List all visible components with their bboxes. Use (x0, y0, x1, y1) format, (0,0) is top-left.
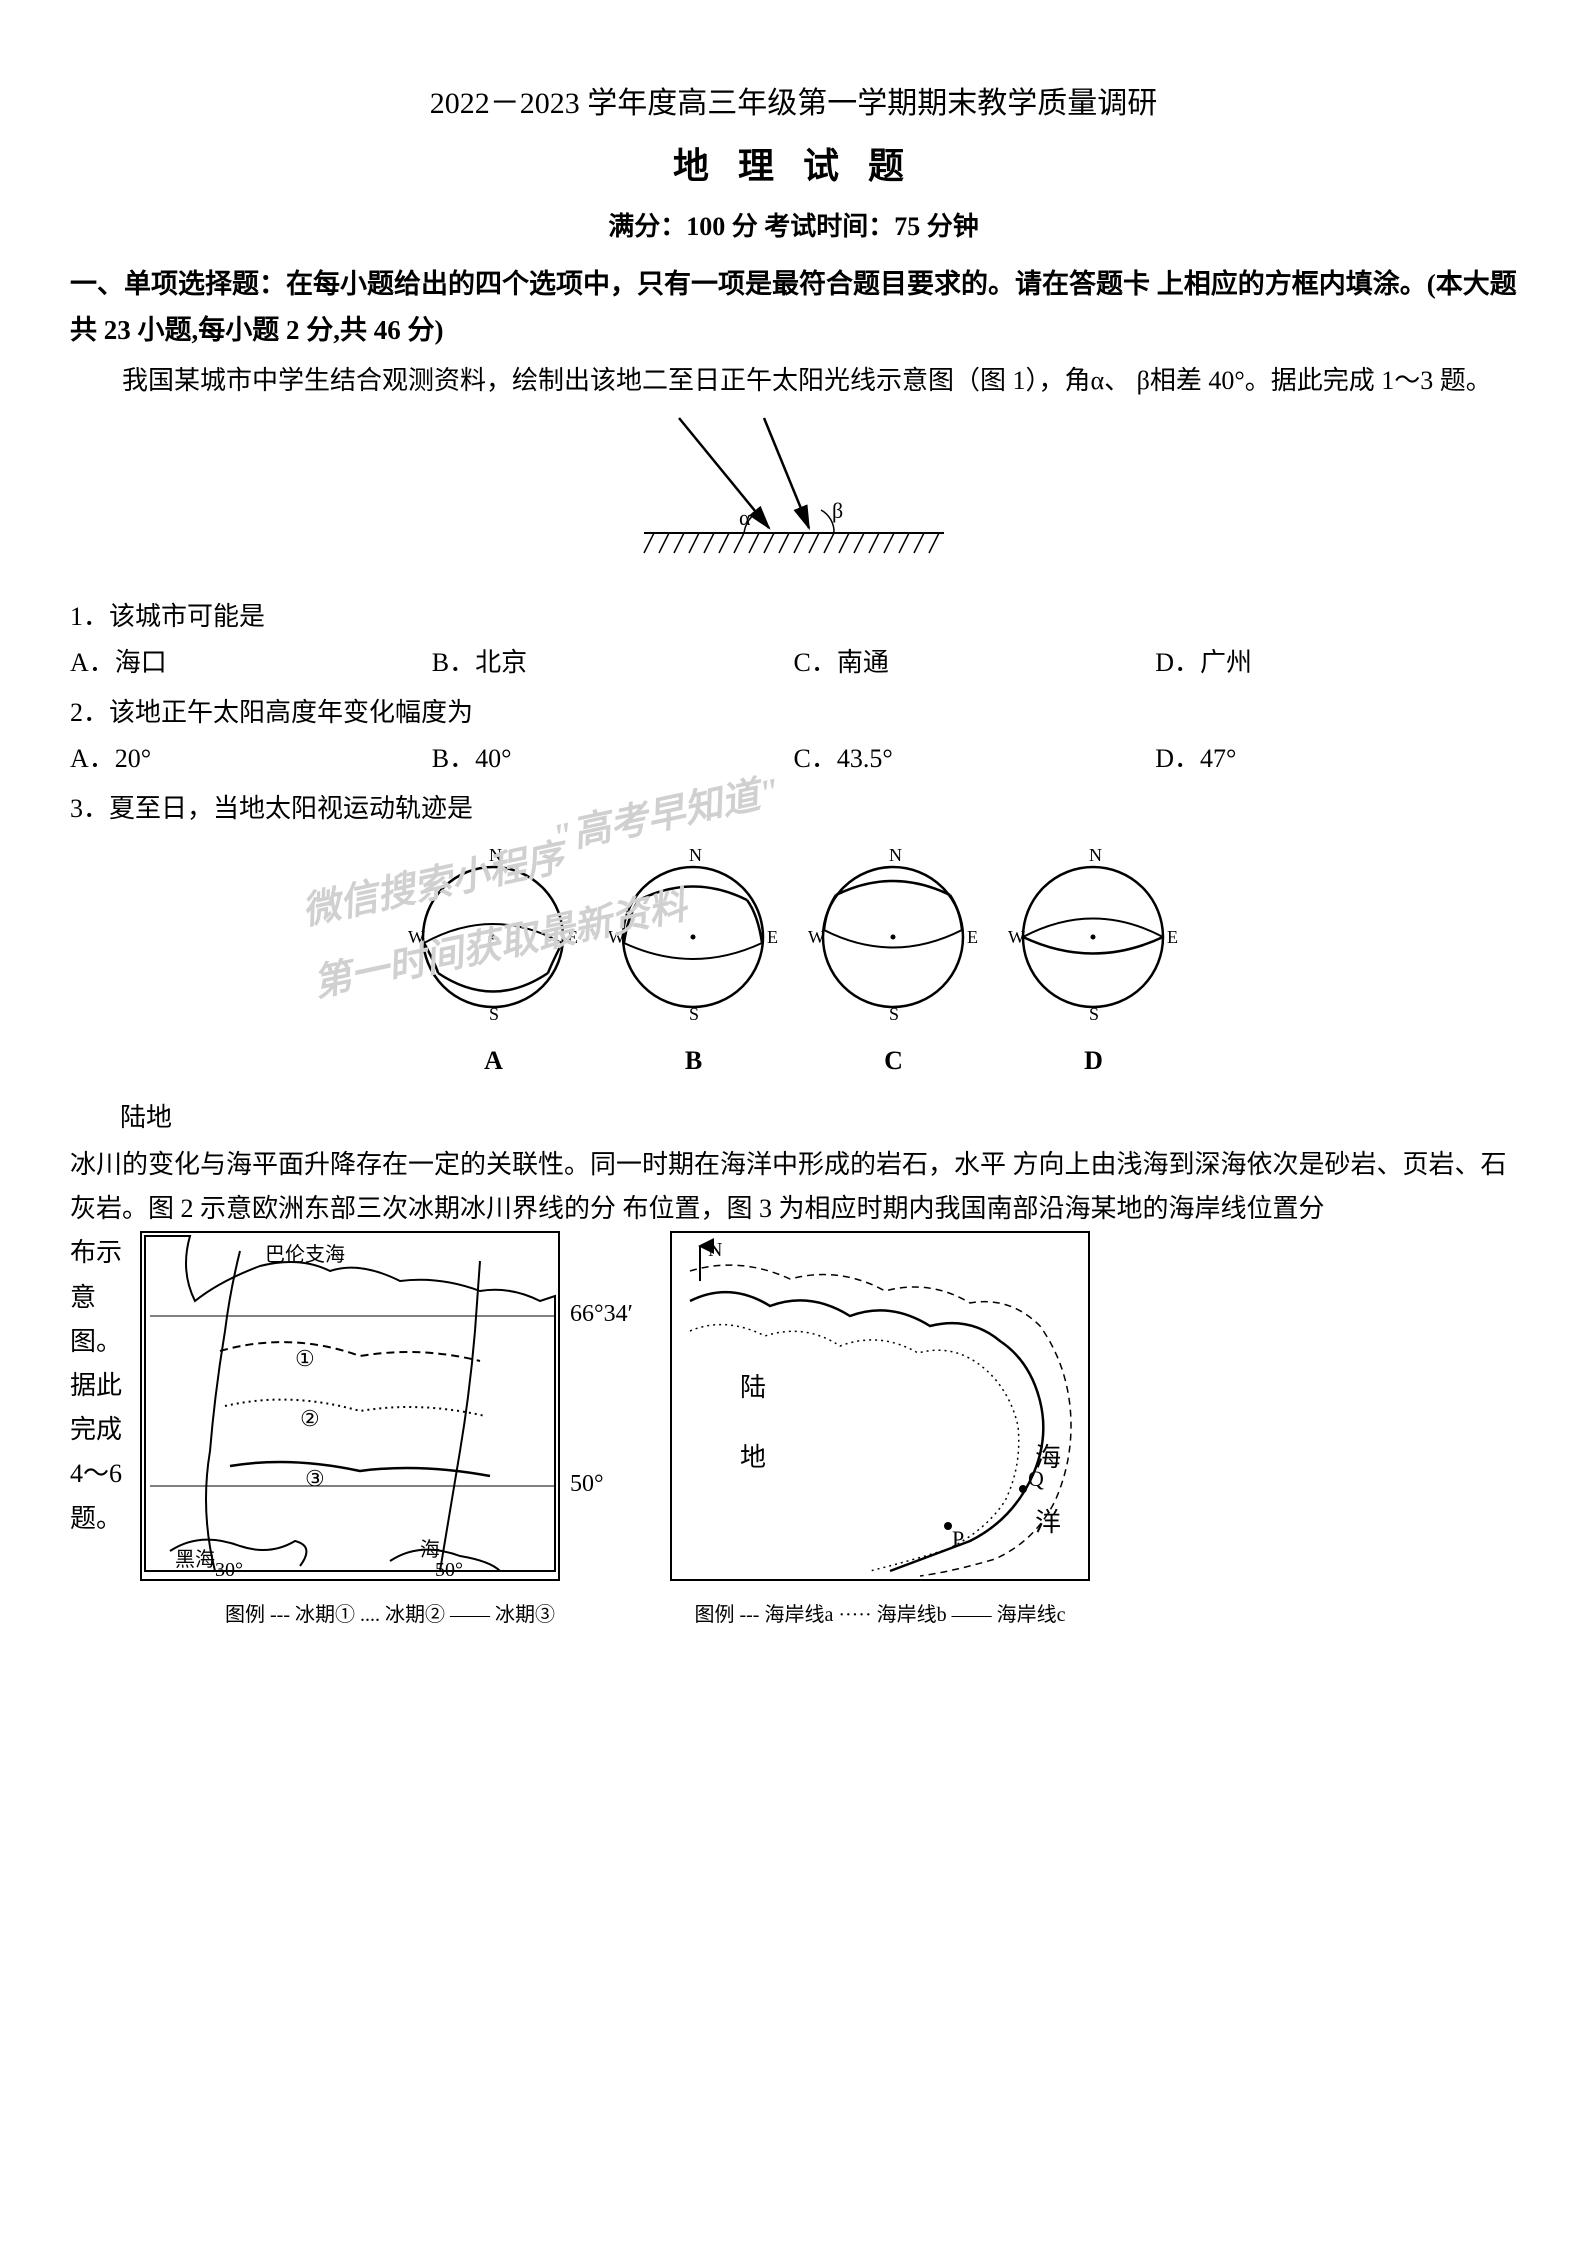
q1-options: A．海口 B．北京 C．南通 D．广州 (70, 642, 1517, 684)
passage2-text: 冰川的变化与海平面升降存在一定的关联性。同一时期在海洋中形成的岩石，水平 方向上… (70, 1143, 1517, 1231)
svg-text:E: E (767, 927, 778, 947)
map3-wrapper: N 陆 地 海 洋 P Q 图例 --- 海岸线a ····· 海岸线b —— … (670, 1231, 1090, 1630)
map-row: 布示意图。据此完成 4～6 题。 巴伦支海 黑海 海 66°34′ 50° (70, 1231, 1517, 1630)
land-label: 陆地 (120, 1097, 1517, 1139)
svg-text:50°: 50° (570, 1471, 604, 1497)
q2-option-b[interactable]: B．40° (432, 738, 794, 780)
svg-text:W: W (808, 927, 825, 947)
sphere-b-svg: N S W E (606, 845, 781, 1020)
figure3-spheres: "高考早知道" 微信搜索小程序 第一时间获取最新资料 N S W E A N S… (70, 845, 1517, 1082)
q2-option-a[interactable]: A．20° (70, 738, 432, 780)
q1-stem: 1．该城市可能是 (70, 596, 1517, 638)
q2-option-c[interactable]: C．43.5° (794, 738, 1156, 780)
map3-svg: N 陆 地 海 洋 P Q (670, 1231, 1090, 1581)
sphere-a[interactable]: N S W E A (406, 845, 581, 1082)
svg-text:P: P (952, 1526, 964, 1551)
map3-legend: 图例 --- 海岸线a ····· 海岸线b —— 海岸线c (670, 1599, 1090, 1631)
beta-label: β (832, 498, 843, 523)
sphere-d-svg: N S W E (1006, 845, 1181, 1020)
exam-info: 满分：100 分 考试时间：75 分钟 (70, 206, 1517, 248)
svg-text:①: ① (295, 1346, 315, 1371)
sphere-a-svg: N S W E (406, 845, 581, 1020)
q1-option-d[interactable]: D．广州 (1155, 642, 1517, 684)
section1-header: 一、单项选择题：在每小题给出的四个选项中，只有一项是最符合题目要求的。请在答题卡… (70, 262, 1517, 354)
svg-text:66°34′: 66°34′ (570, 1301, 633, 1327)
svg-text:地: 地 (740, 1443, 766, 1472)
svg-text:W: W (1008, 927, 1025, 947)
sphere-d-label: D (1006, 1040, 1181, 1082)
svg-text:S: S (689, 1004, 699, 1020)
svg-text:N: N (708, 1239, 722, 1261)
svg-text:N: N (489, 845, 502, 865)
passage2-side: 布示意图。据此完成 4～6 题。 (70, 1231, 125, 1540)
q1-option-a[interactable]: A．海口 (70, 642, 432, 684)
sphere-c-svg: N S W E (806, 845, 981, 1020)
svg-text:③: ③ (305, 1466, 325, 1491)
svg-text:陆: 陆 (740, 1373, 766, 1402)
svg-text:巴伦支海: 巴伦支海 (265, 1243, 345, 1266)
map2-wrapper: 巴伦支海 黑海 海 66°34′ 50° ① ② ③ 30° 50° 图例 --… (140, 1231, 640, 1630)
svg-text:50°: 50° (435, 1559, 463, 1581)
q1-option-b[interactable]: B．北京 (432, 642, 794, 684)
map2-svg: 巴伦支海 黑海 海 66°34′ 50° ① ② ③ 30° 50° (140, 1231, 640, 1581)
figure1: α β (70, 413, 1517, 585)
svg-text:S: S (489, 1004, 499, 1020)
svg-text:N: N (889, 845, 902, 865)
section1-intro: 我国某城市中学生结合观测资料，绘制出该地二至日正午太阳光线示意图（图 1），角α… (70, 359, 1517, 403)
sphere-b[interactable]: N S W E B (606, 845, 781, 1082)
svg-text:E: E (567, 927, 578, 947)
svg-text:②: ② (300, 1406, 320, 1431)
q3-stem: 3．夏至日，当地太阳视运动轨迹是 (70, 788, 1517, 830)
alpha-label: α (739, 505, 751, 530)
sphere-d[interactable]: N S W E D (1006, 845, 1181, 1082)
svg-text:N: N (1089, 845, 1102, 865)
svg-text:黑海: 黑海 (175, 1548, 215, 1571)
svg-text:S: S (889, 1004, 899, 1020)
map2-legend: 图例 --- 冰期① .... 冰期② —— 冰期③ (140, 1599, 640, 1631)
sun-angle-diagram: α β (584, 413, 1004, 573)
q2-option-d[interactable]: D．47° (1155, 738, 1517, 780)
q2-stem: 2．该地正午太阳高度年变化幅度为 (70, 692, 1517, 734)
svg-text:N: N (689, 845, 702, 865)
sphere-c-label: C (806, 1040, 981, 1082)
q1-option-c[interactable]: C．南通 (794, 642, 1156, 684)
svg-text:洋: 洋 (1035, 1508, 1061, 1537)
exam-year-title: 2022－2023 学年度高三年级第一学期期末教学质量调研 (70, 80, 1517, 128)
svg-text:Q: Q (1028, 1466, 1044, 1491)
sphere-b-label: B (606, 1040, 781, 1082)
sphere-a-label: A (406, 1040, 581, 1082)
svg-text:E: E (1167, 927, 1178, 947)
sphere-c[interactable]: N S W E C (806, 845, 981, 1082)
subject-title: 地 理 试 题 (70, 138, 1517, 196)
svg-text:海: 海 (420, 1538, 440, 1561)
svg-text:S: S (1089, 1004, 1099, 1020)
svg-text:W: W (608, 927, 625, 947)
svg-text:E: E (967, 927, 978, 947)
q2-options: A．20° B．40° C．43.5° D．47° (70, 738, 1517, 780)
svg-text:30°: 30° (215, 1559, 243, 1581)
svg-text:W: W (408, 927, 425, 947)
